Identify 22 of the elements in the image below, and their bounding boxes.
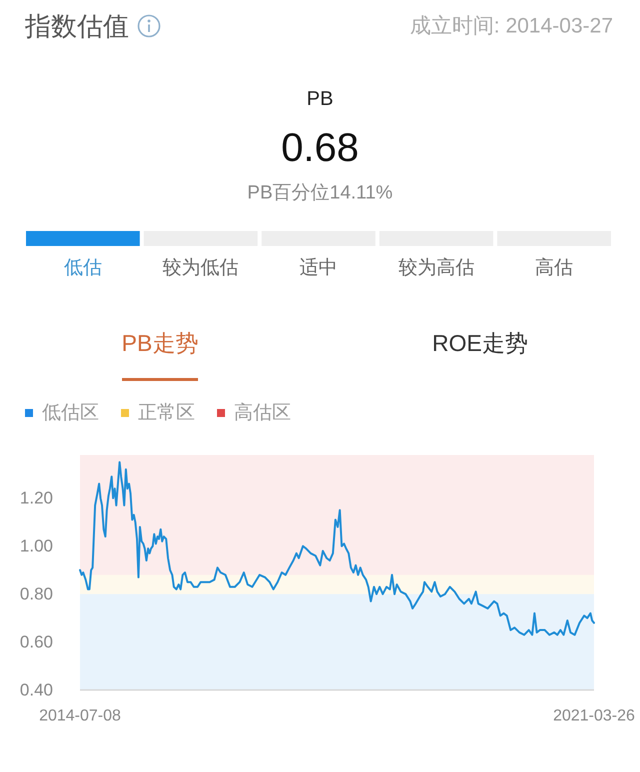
level-label: 适中 — [300, 258, 338, 278]
legend-label: 高估区 — [234, 402, 291, 424]
y-tick-label: 0.60 — [20, 632, 53, 652]
legend-label: 低估区 — [42, 402, 99, 424]
level-label: 低估 — [64, 258, 102, 278]
annotation: PB百分位14.11% — [247, 182, 393, 204]
subtitle: 成立时间: 2014-03-27 — [410, 14, 613, 38]
y-tick-label: 0.80 — [20, 584, 53, 604]
y-tick-label: 1.20 — [20, 488, 53, 508]
level-label: 较为低估 — [162, 258, 239, 278]
y-tick-label: 1.00 — [20, 536, 53, 556]
tab-label: ROE走势 — [432, 330, 528, 356]
title: 指数估值 — [25, 11, 129, 41]
annotation: 0.68 — [281, 126, 359, 170]
level-label: 较为高估 — [398, 258, 474, 278]
level-label: 高估 — [535, 258, 574, 278]
legend-label: 正常区 — [138, 402, 195, 424]
y-tick-label: 0.40 — [20, 680, 53, 700]
annotation: PB — [306, 88, 334, 110]
x-tick-label: 2021-03-26 — [553, 708, 635, 724]
x-tick-label: 2014-07-08 — [39, 708, 121, 724]
tab-label-active: PB走势 — [122, 330, 198, 356]
